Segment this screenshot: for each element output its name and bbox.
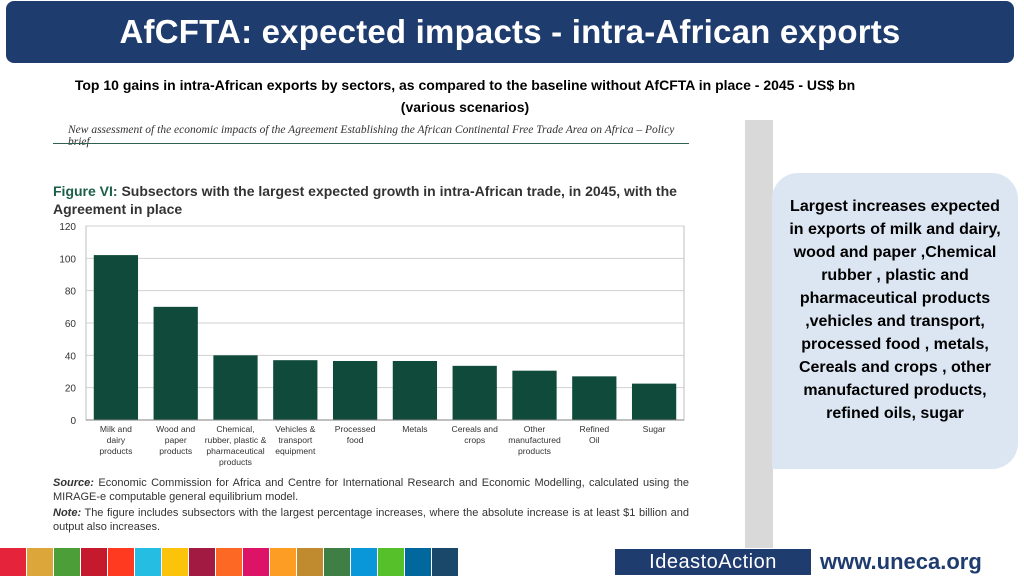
x-tick-label: Cereals and crops bbox=[452, 424, 499, 445]
figure-number: Figure VI: bbox=[53, 183, 118, 199]
sdg-block bbox=[27, 548, 53, 576]
x-tick-label: Vehicles & transport equipment bbox=[275, 424, 316, 456]
side-divider bbox=[745, 120, 773, 548]
footer: IdeastoAction www.uneca.org bbox=[0, 548, 1024, 576]
header-rule bbox=[53, 143, 689, 144]
y-tick-label: 80 bbox=[65, 287, 77, 298]
sdg-block bbox=[0, 548, 26, 576]
bar bbox=[512, 370, 557, 420]
subtitle-line-1: Top 10 gains in intra-African exports by… bbox=[74, 77, 856, 93]
sdg-block bbox=[189, 548, 215, 576]
x-tick-label: Processed food bbox=[335, 424, 376, 445]
sdg-block bbox=[351, 548, 377, 576]
figure-title: Figure VI: Subsectors with the largest e… bbox=[53, 182, 693, 218]
sdg-block bbox=[81, 548, 107, 576]
sdg-block bbox=[162, 548, 188, 576]
callout-text: Largest increases expected in exports of… bbox=[789, 198, 1001, 422]
note-label: Note: bbox=[53, 507, 82, 519]
bar bbox=[213, 355, 258, 420]
sdg-block bbox=[243, 548, 269, 576]
sdg-block bbox=[405, 548, 431, 576]
bar bbox=[452, 365, 497, 420]
title-bar: AfCFTA: expected impacts - intra-African… bbox=[6, 1, 1014, 63]
x-tick-label: Milk and dairy products bbox=[99, 424, 132, 456]
bar bbox=[572, 376, 617, 420]
y-tick-label: 40 bbox=[65, 351, 77, 362]
figure-notes: Source: Economic Commission for Africa a… bbox=[53, 476, 689, 536]
x-tick-label: Sugar bbox=[643, 424, 666, 434]
figure-panel: New assessment of the economic impacts o… bbox=[48, 118, 698, 546]
note-text: The figure includes subsectors with the … bbox=[53, 507, 689, 533]
bar bbox=[392, 360, 438, 420]
website-link[interactable]: www.uneca.org bbox=[820, 549, 982, 574]
figure-note: Note: The figure includes subsectors wit… bbox=[53, 506, 689, 534]
y-tick-label: 60 bbox=[65, 319, 77, 330]
page-title: AfCFTA: expected impacts - intra-African… bbox=[119, 13, 901, 50]
figure-title-text: Subsectors with the largest expected gro… bbox=[53, 183, 677, 217]
source-text: Economic Commission for Africa and Centr… bbox=[53, 477, 689, 503]
sdg-block bbox=[135, 548, 161, 576]
x-tick-label: Refined Oil bbox=[579, 424, 609, 445]
callout-box: Largest increases expected in exports of… bbox=[772, 173, 1018, 469]
bar bbox=[332, 360, 378, 420]
x-tick-label: Chemical, rubber, plastic & pharmaceutical… bbox=[205, 424, 267, 467]
x-tick-label: Metals bbox=[402, 424, 427, 434]
y-tick-label: 20 bbox=[65, 384, 77, 395]
bar bbox=[273, 360, 318, 420]
sdg-block bbox=[216, 548, 242, 576]
source-note: Source: Economic Commission for Africa a… bbox=[53, 476, 689, 504]
sdg-block bbox=[270, 548, 296, 576]
y-tick-label: 120 bbox=[59, 222, 76, 233]
bar bbox=[93, 255, 139, 420]
bar bbox=[153, 306, 198, 420]
sdg-block bbox=[297, 548, 323, 576]
sdg-block bbox=[378, 548, 404, 576]
bar bbox=[631, 383, 677, 420]
sdg-color-strip bbox=[0, 548, 459, 576]
sdg-block bbox=[54, 548, 80, 576]
source-label: Source: bbox=[53, 477, 94, 489]
y-tick-label: 0 bbox=[70, 416, 76, 427]
y-tick-label: 100 bbox=[59, 254, 76, 265]
ideas-to-action-logo: IdeastoAction bbox=[615, 549, 811, 575]
bar-chart: 0 20 40 60 80 100 120 Milk and dairy products Wood… bbox=[59, 222, 685, 467]
subtitle-line-2: (various scenarios) bbox=[400, 99, 530, 115]
x-tick-label: Wood and paper products bbox=[156, 424, 195, 456]
sdg-block bbox=[432, 548, 458, 576]
sdg-block bbox=[324, 548, 350, 576]
x-tick-label: Other manufactured products bbox=[508, 424, 561, 456]
sdg-block bbox=[108, 548, 134, 576]
policy-brief-header: New assessment of the economic impacts o… bbox=[68, 124, 675, 148]
chart-subtitle: Top 10 gains in intra-African exports by… bbox=[40, 74, 890, 118]
